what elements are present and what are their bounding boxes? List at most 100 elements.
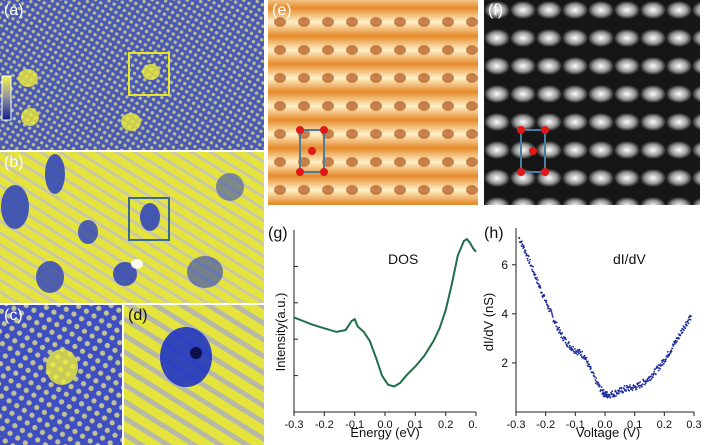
didv-point xyxy=(682,329,685,332)
panel-f-image xyxy=(484,0,700,205)
didv-point xyxy=(590,367,592,370)
didv-point xyxy=(581,350,583,353)
didv-point xyxy=(659,367,661,370)
unit-cell-f xyxy=(517,126,549,176)
didv-point xyxy=(550,311,553,313)
didv-point xyxy=(639,381,642,383)
dos-chart: (g) DOS Intensity(a.u.) Energy (eV) -0.3… xyxy=(268,225,478,440)
didv-point xyxy=(661,363,664,366)
didv-point xyxy=(557,328,560,331)
didv-point xyxy=(529,258,531,261)
highlight-box-a xyxy=(128,52,170,96)
x-tick-label: 0.0 xyxy=(377,419,392,431)
panel-b: (b) xyxy=(0,152,264,303)
didv-point xyxy=(574,348,576,350)
didv-point xyxy=(667,356,669,358)
didv-point xyxy=(672,344,675,346)
didv-point xyxy=(572,345,575,348)
didv-point xyxy=(681,331,684,334)
didv-point xyxy=(578,352,580,355)
didv-chart-axes xyxy=(515,228,694,413)
didv-point xyxy=(657,369,660,372)
didv-point xyxy=(587,360,589,363)
panel-e-image xyxy=(268,0,478,205)
didv-point xyxy=(588,363,591,366)
panel-a-label: (a) xyxy=(4,2,24,19)
didv-point xyxy=(599,390,602,393)
didv-point xyxy=(559,329,561,331)
didv-point xyxy=(594,379,597,381)
didv-point xyxy=(526,254,528,257)
x-tick-label: -0.3 xyxy=(507,419,526,431)
didv-point xyxy=(655,373,657,376)
didv-point xyxy=(527,255,530,258)
didv-point xyxy=(562,339,565,342)
didv-point xyxy=(555,325,558,328)
didv-point xyxy=(570,346,572,348)
didv-point xyxy=(629,384,631,386)
didv-point xyxy=(551,314,554,317)
didv-point xyxy=(534,273,537,276)
didv-point xyxy=(623,387,625,390)
didv-point xyxy=(618,389,621,392)
didv-point xyxy=(602,388,605,391)
didv-point xyxy=(636,383,639,386)
didv-point xyxy=(628,389,631,392)
y-tick-label: 2 xyxy=(501,356,508,370)
x-tick-label: 0.3 xyxy=(686,419,701,431)
didv-point xyxy=(654,368,656,371)
x-tick-label: 0.1 xyxy=(627,419,642,431)
didv-point xyxy=(594,382,597,385)
didv-point xyxy=(670,350,673,353)
didv-point xyxy=(689,318,692,321)
didv-point xyxy=(687,319,689,322)
didv-point xyxy=(650,375,653,378)
didv-point xyxy=(671,347,674,350)
didv-point xyxy=(617,390,620,393)
didv-point xyxy=(527,259,529,262)
unit-cell-e xyxy=(296,126,328,176)
didv-point xyxy=(675,341,678,344)
didv-point xyxy=(652,376,654,378)
didv-point xyxy=(615,395,617,397)
didv-point xyxy=(555,321,558,324)
didv-point xyxy=(644,382,647,385)
didv-point xyxy=(666,350,669,353)
didv-chart-ylabel: dI/dV (nS) xyxy=(481,293,496,352)
didv-point xyxy=(638,382,640,384)
didv-point xyxy=(524,250,527,252)
didv-point xyxy=(617,389,619,392)
didv-point xyxy=(573,350,575,353)
y-tick-label: 6 xyxy=(501,258,508,272)
didv-point xyxy=(684,327,686,330)
didv-point xyxy=(599,385,601,387)
panel-a-image xyxy=(0,0,264,150)
didv-point xyxy=(568,344,571,347)
x-tick-label: -0.2 xyxy=(315,419,334,431)
didv-point xyxy=(518,237,521,240)
dos-chart-xticks: -0.3 -0.2 -0.1 0.0 0.1 0.2 0.3 xyxy=(285,412,478,431)
dos-chart-axes xyxy=(293,230,476,413)
didv-point xyxy=(578,348,581,351)
y-tick-label: 4 xyxy=(501,307,508,321)
didv-point xyxy=(660,359,663,362)
panel-h-label: (h) xyxy=(484,225,504,242)
didv-point xyxy=(685,324,688,327)
didv-point xyxy=(531,268,533,271)
didv-point xyxy=(650,378,653,380)
didv-point xyxy=(586,362,589,364)
highlight-box-b xyxy=(128,197,170,241)
didv-point xyxy=(566,345,569,348)
didv-point xyxy=(631,389,634,392)
didv-point xyxy=(565,338,567,341)
panel-d-label: (d) xyxy=(128,307,148,324)
dos-chart-ylabel: Intensity(a.u.) xyxy=(273,293,288,372)
didv-point xyxy=(641,383,644,385)
panel-f-label: (f) xyxy=(488,2,504,19)
didv-point xyxy=(561,332,564,335)
didv-point xyxy=(662,358,665,361)
didv-point xyxy=(685,323,688,326)
didv-point xyxy=(541,291,543,294)
didv-point xyxy=(606,391,608,393)
didv-point xyxy=(575,352,578,355)
